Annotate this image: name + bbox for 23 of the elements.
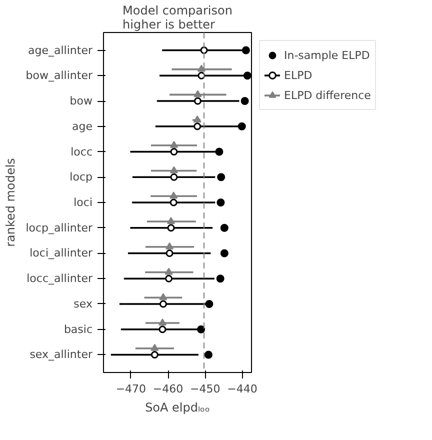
y-tick-label: age — [72, 120, 93, 133]
y-axis-title: ranked models — [4, 158, 18, 247]
y-tick-label: loci — [74, 196, 92, 209]
y-tick-label: locp — [70, 170, 93, 184]
chart-title: Model comparison higher is better — [122, 4, 232, 32]
x-tick-label: −470 — [116, 382, 146, 396]
y-tick-label: sex_allinter — [30, 348, 93, 362]
y-tick-label: bow_allinter — [26, 69, 93, 82]
legend-label: ELPD — [284, 68, 312, 82]
x-tick-label: −450 — [190, 382, 220, 396]
x-axis-title: SoA elpdₗₒₒ — [145, 400, 210, 414]
legend-label: In-sample ELPD — [284, 48, 370, 62]
x-tick-label: −460 — [152, 382, 184, 396]
x-tick-label: −440 — [227, 382, 258, 396]
y-tick-label: loci_allinter — [30, 246, 93, 260]
y-tick-label: locc — [70, 145, 93, 158]
y-tick-label: sex — [74, 297, 93, 310]
y-tick-label: locp_allinter — [26, 221, 93, 234]
y-tick-label: locc_allinter — [26, 272, 93, 286]
y-tick-label: age_allinter — [28, 44, 93, 57]
y-tick-label: basic — [64, 322, 93, 336]
y-tick-label: bow — [70, 94, 93, 108]
legend-label: ELPD difference — [284, 88, 371, 102]
